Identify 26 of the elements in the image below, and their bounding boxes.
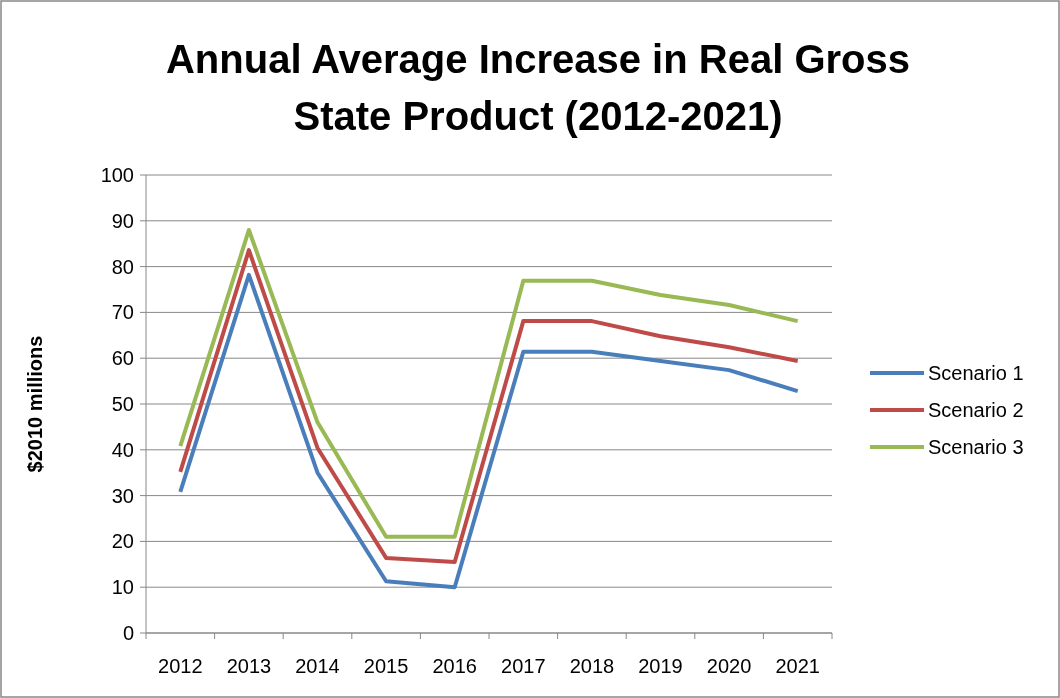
y-tick-label: 60 <box>111 347 134 370</box>
chart-title: Annual Average Increase in Real Gross State Product (2012-2021) <box>165 37 911 138</box>
x-tick-label: 2018 <box>569 655 615 677</box>
y-tick-label: 10 <box>111 576 134 599</box>
y-tick-label: 40 <box>111 438 134 461</box>
legend-label: Scenario 1 <box>928 362 1024 384</box>
x-tick-label: 2013 <box>226 655 272 677</box>
x-tick-label: 2021 <box>775 655 820 677</box>
y-axis-title: $2010 millions <box>24 335 46 473</box>
y-tick-label: 20 <box>111 530 134 553</box>
legend-label: Scenario 3 <box>928 436 1024 458</box>
x-tick-label: 2020 <box>706 655 752 677</box>
y-tick-label: 30 <box>111 484 134 507</box>
y-tick-label: 0 <box>122 622 134 644</box>
x-tick-label: 2014 <box>295 655 340 677</box>
x-tick-label: 2017 <box>501 655 546 677</box>
x-tick-label: 2015 <box>363 655 409 677</box>
x-tick-label: 2019 <box>638 655 683 677</box>
x-tick-label: 2012 <box>158 655 203 677</box>
y-tick-label: 90 <box>111 209 134 232</box>
y-tick-label: 50 <box>111 393 134 415</box>
y-tick-label: 70 <box>111 301 134 324</box>
x-tick-label: 2016 <box>432 655 477 677</box>
y-tick-label: 80 <box>111 255 134 278</box>
legend-label: Scenario 2 <box>928 399 1024 421</box>
y-tick-label: 100 <box>100 164 134 186</box>
